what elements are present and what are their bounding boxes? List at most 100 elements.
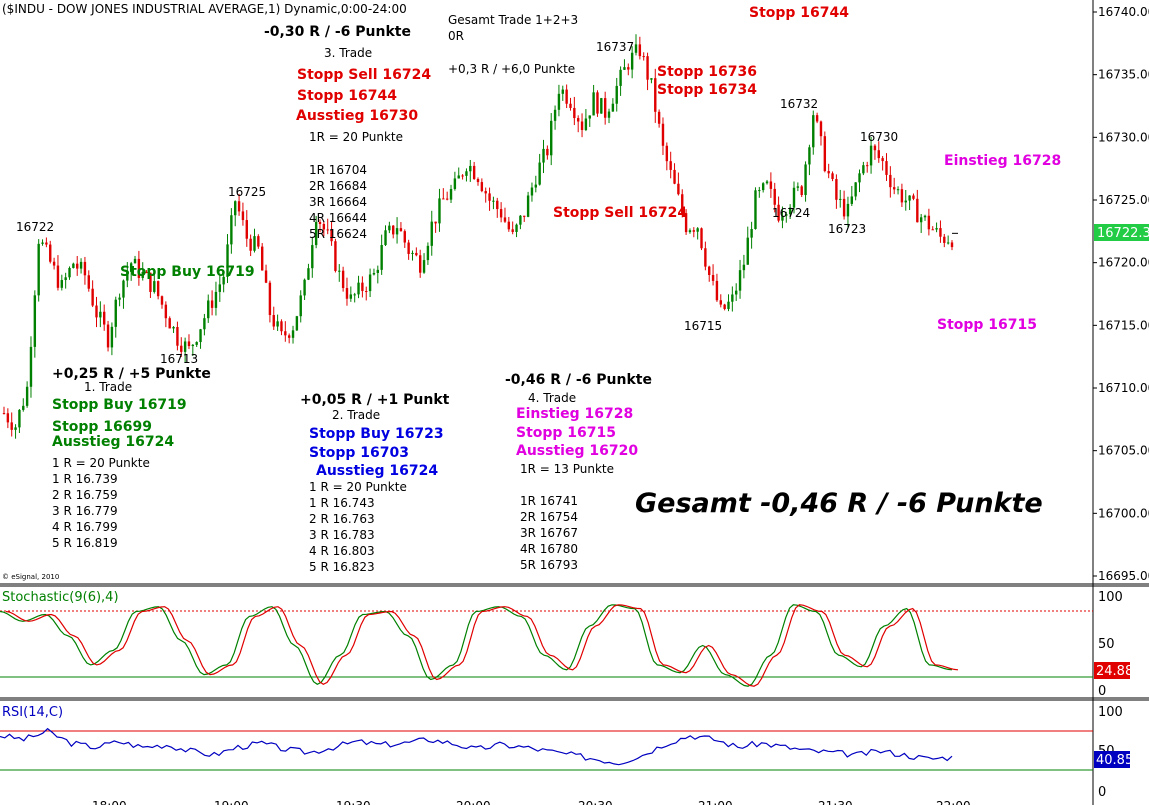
time-tick-label: 18:00 (92, 799, 127, 805)
candle-body (815, 115, 819, 122)
candle-body (565, 89, 568, 104)
candle-body (376, 269, 380, 273)
trade3-stopp: Stopp 16744 (297, 88, 397, 104)
candle-body (646, 56, 649, 80)
trade3-level: 2R 16684 (309, 179, 367, 193)
candle-body (56, 265, 60, 288)
candle-body (503, 217, 507, 222)
candle-body (118, 297, 121, 300)
candle-body (461, 175, 464, 177)
rsi-value-badge: 40.85 (1096, 753, 1133, 768)
pivot-label: 16723 (828, 222, 866, 236)
candle-body (253, 236, 256, 251)
candle-body (700, 228, 703, 249)
candle-body (596, 92, 599, 114)
candle-body (445, 198, 449, 200)
trade3-level: 1R 16704 (309, 163, 367, 177)
candle-body (64, 277, 67, 281)
price-tick-label: 16715.00 (1098, 318, 1149, 332)
candle-body (885, 161, 888, 175)
candle-body (234, 201, 237, 216)
trade1-level: 5 R 16.819 (52, 536, 118, 550)
trade4-r: 1R = 13 Punkte (520, 462, 614, 476)
stoch-d-line (5, 604, 959, 687)
candle-body (52, 261, 56, 266)
rsi-tick: 0 (1098, 785, 1106, 800)
candle-body (295, 316, 299, 331)
candle-body (519, 215, 522, 225)
candle-body (280, 321, 283, 332)
gesamt-trade-line1: Gesamt Trade 1+2+3 (448, 13, 578, 27)
candle-body (804, 164, 807, 196)
candle-body (145, 271, 148, 273)
candle-body (357, 282, 360, 295)
trade3-ausstieg: Ausstieg 16730 (296, 108, 418, 124)
candle-body (734, 290, 738, 295)
stoch-tick: 100 (1098, 590, 1123, 605)
candle-body (511, 229, 514, 232)
trade1-stopp: Stopp 16699 (52, 419, 152, 435)
candle-body (392, 225, 395, 235)
candle-body (557, 93, 561, 110)
pivot-label: 16715 (684, 319, 722, 333)
candle-body (341, 270, 345, 289)
candle-body (792, 187, 796, 208)
trade2-ausstieg: Ausstieg 16724 (316, 463, 438, 479)
candle-body (765, 181, 769, 184)
candle-body (719, 300, 722, 305)
trade4-einstieg: Einstieg 16728 (516, 406, 633, 422)
rsi-tick: 100 (1098, 705, 1123, 720)
last-price-label: 16722.34 (1097, 226, 1149, 241)
candle-body (465, 171, 468, 176)
candle-body (322, 223, 326, 230)
candle-body (314, 221, 318, 246)
candle-body (210, 300, 214, 308)
candle-body (218, 284, 222, 292)
candle-body (711, 274, 715, 281)
candle-body (507, 221, 511, 230)
candle-body (526, 195, 530, 217)
candle-body (110, 326, 114, 348)
candle-body (368, 274, 372, 292)
candle-body (654, 78, 657, 112)
candle-body (488, 193, 491, 201)
trade4-annotation: -0,46 R / -6 Punkte 4. Trade Einstieg 16… (505, 372, 652, 572)
candle-body (345, 288, 349, 299)
candle-body (584, 118, 588, 131)
candle-body (480, 182, 484, 192)
trade2-name: 2. Trade (332, 408, 380, 422)
candle-body (407, 242, 410, 254)
time-tick-label: 19:00 (214, 799, 249, 805)
candle-body (900, 189, 904, 203)
trade2-stopp: Stopp 16703 (309, 445, 409, 461)
candle-body (904, 200, 907, 203)
candle-body (603, 98, 607, 118)
candle-body (241, 211, 245, 221)
trade3-name: 3. Trade (324, 46, 372, 60)
candle-body (630, 52, 634, 70)
candle-body (908, 195, 911, 201)
trade3-result: -0,30 R / -6 Punkte (264, 24, 411, 40)
candle-body (538, 162, 541, 185)
candle-body (272, 315, 275, 327)
trade2-level: 3 R 16.783 (309, 528, 375, 542)
trade3-level: 4R 16644 (309, 211, 367, 225)
candle-body (708, 266, 711, 275)
trade2-r: 1 R = 20 Punkte (309, 480, 407, 494)
chart-annotations: Stopp 16744 Stopp 16736 Stopp 16734 Stop… (553, 5, 1061, 333)
candle-body (688, 230, 692, 233)
candle-body (761, 183, 765, 191)
trade4-level: 3R 16767 (520, 526, 578, 540)
candle-body (268, 282, 272, 316)
candle-body (889, 174, 892, 188)
candle-body (800, 186, 803, 196)
candle-body (576, 118, 580, 122)
candle-body (395, 228, 399, 235)
stoch-k-line (0, 604, 953, 687)
price-tick-label: 16740.00 (1098, 5, 1149, 19)
trade1-chart-stopp-buy: Stopp Buy 16719 (120, 264, 255, 280)
candle-body (665, 145, 669, 162)
price-tick-label: 16695.00 (1098, 569, 1149, 583)
candle-body (79, 261, 83, 269)
